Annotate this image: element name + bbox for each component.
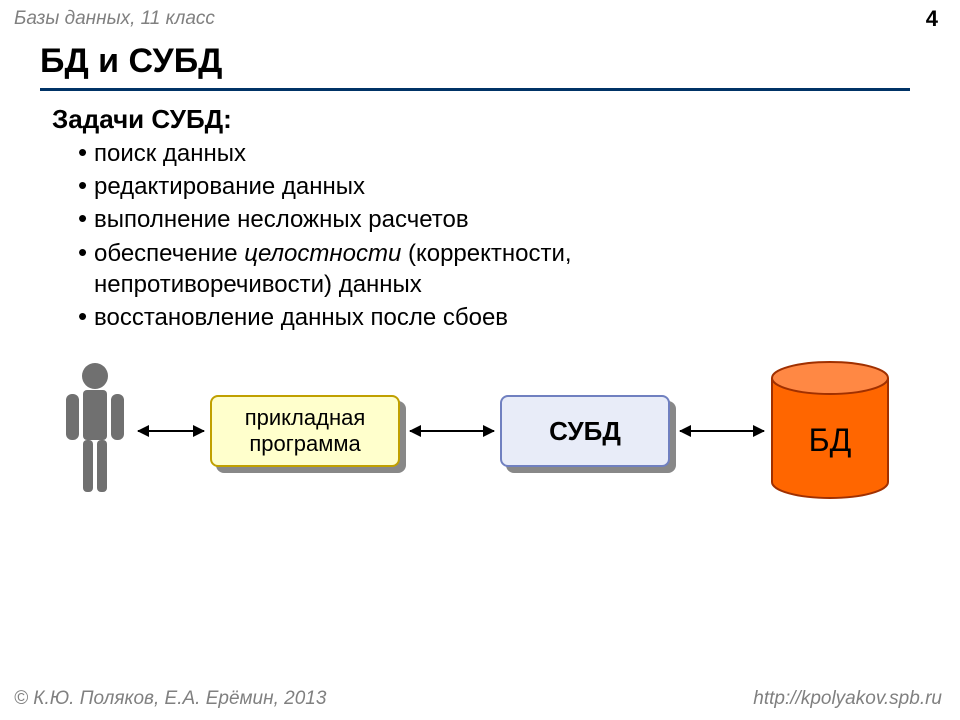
header-context: Базы данных, 11 класс [14,8,215,30]
subd-box: СУБД [500,395,670,467]
app-box: прикладная программа [210,395,400,467]
footer-copyright: © К.Ю. Поляков, Е.А. Ерёмин, 2013 [14,688,326,710]
bullet-icon: • [78,171,94,200]
page-number: 4 [926,6,938,32]
list-item: • обеспечение целостности (корректности,… [78,238,778,300]
bullet-icon: • [78,302,94,331]
subtitle: Задачи СУБД: [52,104,232,135]
bullet-text: редактирование данных [94,171,365,202]
footer-url: http://kpolyakov.spb.ru [753,688,942,710]
slide-title: БД и СУБД [40,42,222,81]
list-item: • восстановление данных после сбоев [78,302,778,333]
subd-box-label: СУБД [549,416,621,447]
list-item: • выполнение несложных расчетов [78,204,778,235]
database-label: БД [770,422,890,459]
database-cylinder: БД [770,360,890,500]
bullet-text: обеспечение целостности (корректности, н… [94,238,778,300]
bullet-text: поиск данных [94,138,246,169]
bullet-list: • поиск данных • редактирование данных •… [78,138,778,335]
arrow-app-subd [410,430,494,432]
title-underline [40,88,910,91]
list-item: • поиск данных [78,138,778,169]
bullet-text: восстановление данных после сбоев [94,302,508,333]
list-item: • редактирование данных [78,171,778,202]
bullet-icon: • [78,238,94,267]
arrow-subd-db [680,430,764,432]
app-box-label: прикладная программа [245,405,366,457]
bullet-text: выполнение несложных расчетов [94,204,469,235]
architecture-diagram: прикладная программа СУБД БД [40,350,920,520]
arrow-user-app [138,430,204,432]
person-icon [60,360,130,500]
bullet-icon: • [78,138,94,167]
bullet-icon: • [78,204,94,233]
